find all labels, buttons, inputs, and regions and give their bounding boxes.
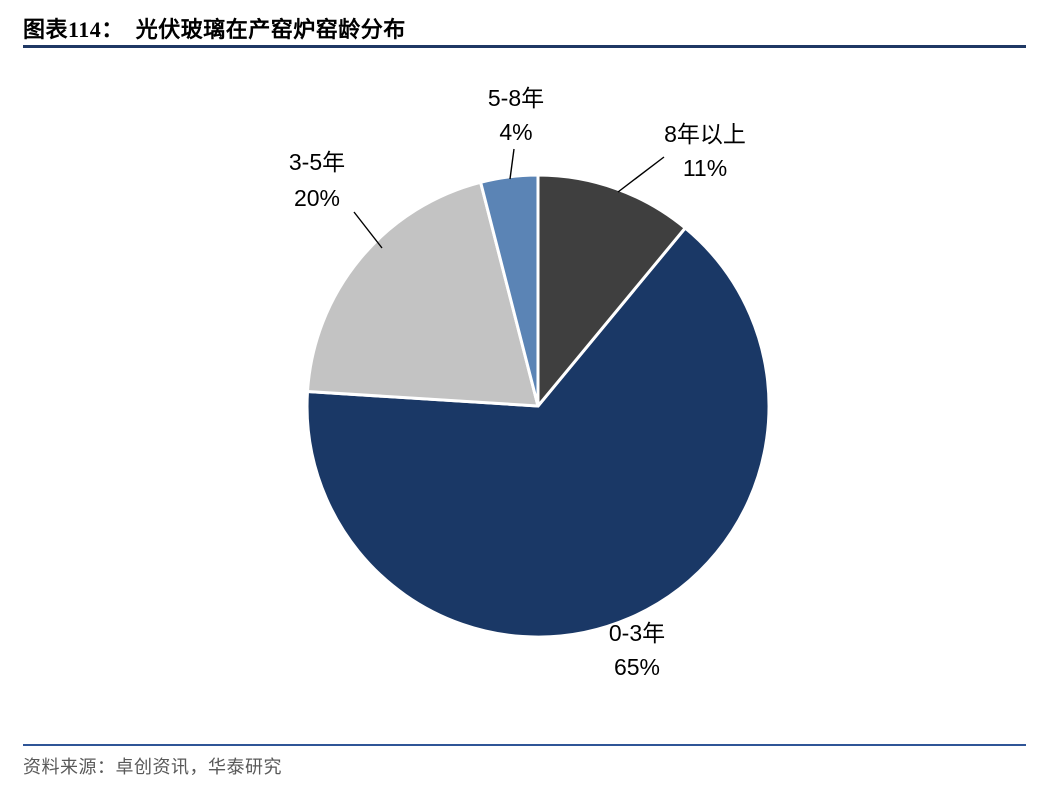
footer-divider [23,744,1026,746]
pie-slice-0-3年 [305,226,771,639]
slice-label-name: 8年以上 [664,121,746,147]
leader-line-8年以上 [617,156,665,193]
slice-label-pct: 20% [294,185,340,211]
leader-line-3-5年 [353,211,383,249]
slice-label-8年以上: 8年以上 11% [664,121,746,181]
title-divider [23,45,1026,48]
slice-label-0-3年: 0-3年 65% [609,620,665,680]
leader-line-5-8年 [509,148,515,180]
slice-label-name: 5-8年 [488,85,544,111]
pie-slice-3-5年 [306,180,540,408]
pie-slice-8年以上 [536,173,687,408]
slice-label-name: 0-3年 [609,620,665,646]
pie-slices [305,173,771,639]
source-note: 资料来源：卓创资讯，华泰研究 [23,757,282,777]
slice-label-pct: 11% [683,155,727,181]
figure-title: 图表114： 光伏玻璃在产窑炉窑龄分布 [23,17,406,42]
slice-label-5-8年: 5-8年 4% [488,85,544,145]
slice-label-name: 3-5年 [289,149,345,175]
leader-lines [353,148,665,249]
slice-label-pct: 4% [499,119,532,145]
slice-label-pct: 65% [614,654,660,680]
slice-label-3-5年: 3-5年 20% [289,149,345,211]
